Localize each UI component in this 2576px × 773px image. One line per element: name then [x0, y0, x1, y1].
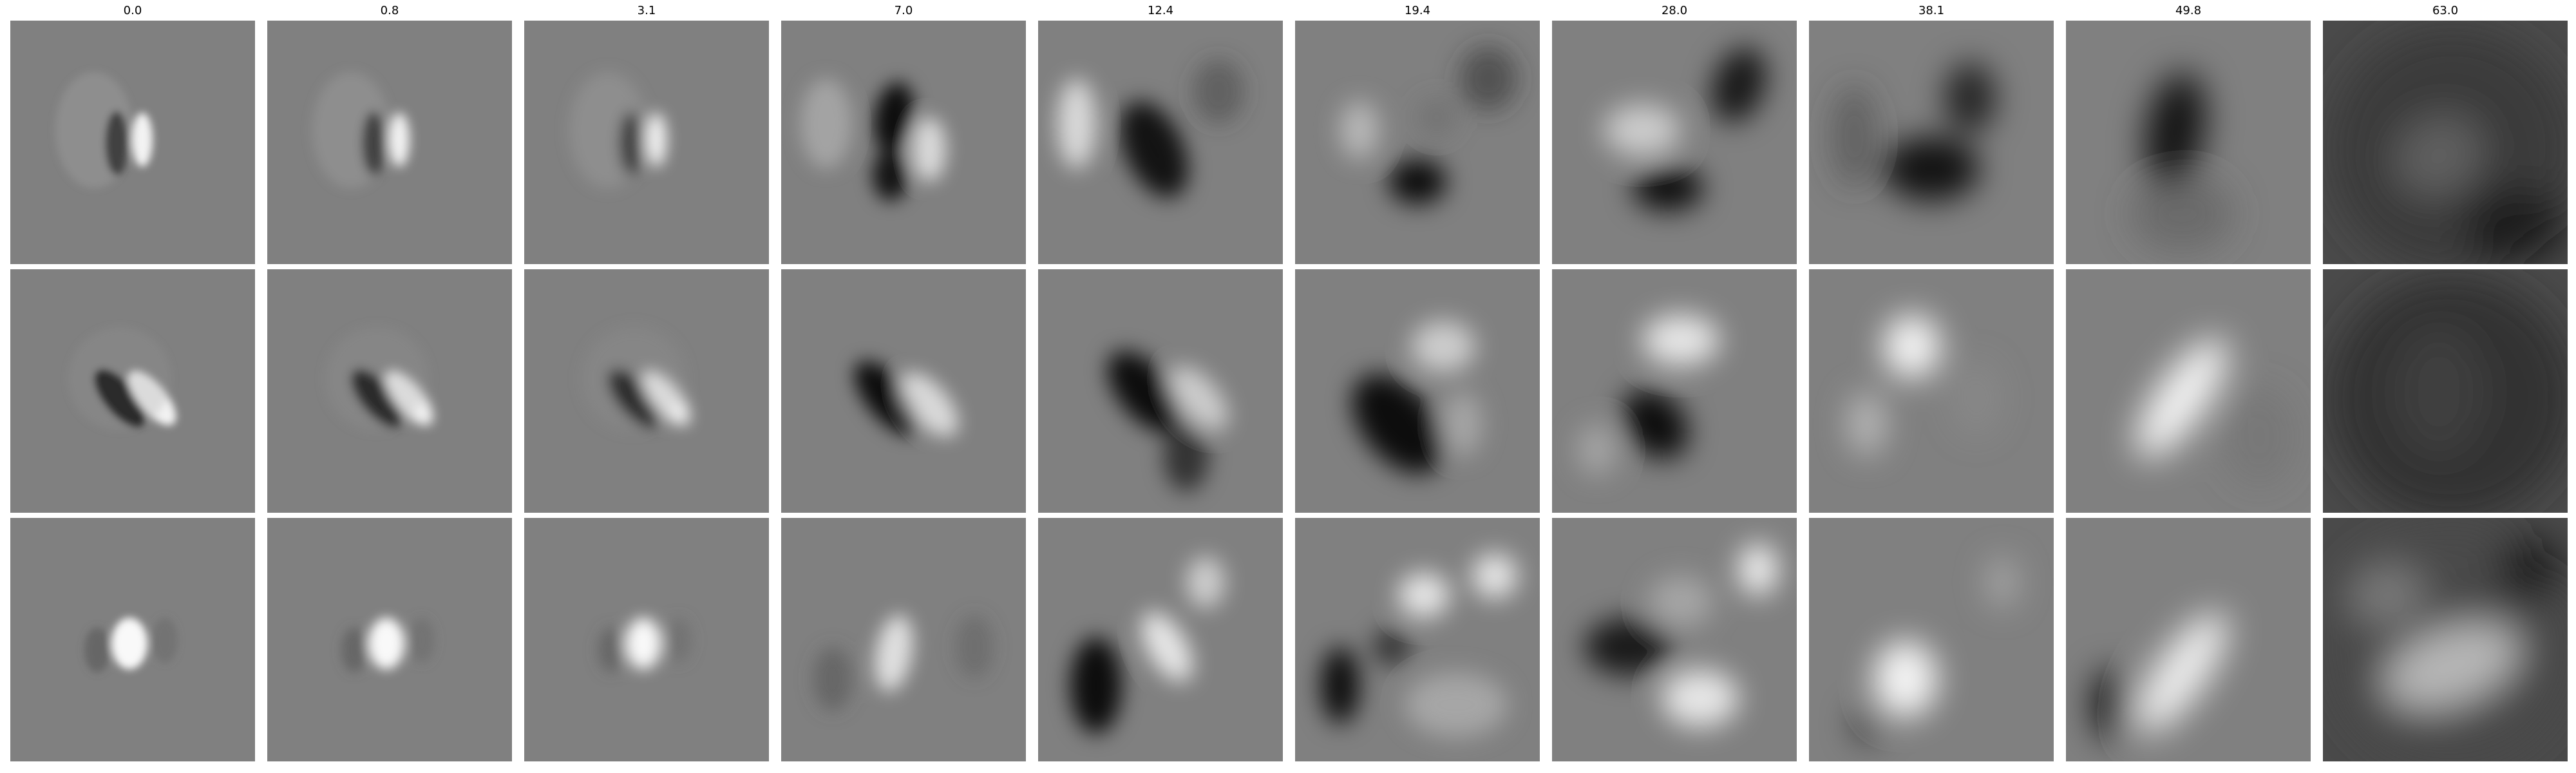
filter-image — [1552, 518, 1797, 761]
column-title: 38.1 — [1918, 4, 1945, 17]
filter-tile — [1038, 518, 1283, 761]
filter-image — [2323, 21, 2568, 264]
filter-image — [1809, 21, 2054, 264]
filter-image — [2066, 518, 2311, 761]
filter-tile — [524, 21, 769, 264]
filter-tile — [267, 21, 512, 264]
filter-image — [1295, 269, 1540, 513]
filter-tile — [2323, 21, 2568, 264]
filter-tile — [1295, 21, 1540, 264]
filter-image — [1552, 21, 1797, 264]
filter-tile — [267, 269, 512, 513]
filter-image — [1809, 518, 2054, 761]
filter-image — [10, 21, 255, 264]
filter-tile — [781, 269, 1026, 513]
filter-image — [781, 21, 1026, 264]
filter-image — [10, 269, 255, 513]
filter-tile — [10, 518, 255, 761]
column-title: 19.4 — [1404, 4, 1431, 17]
filter-image — [1295, 518, 1540, 761]
filter-tile — [781, 21, 1026, 264]
filter-tile — [781, 518, 1026, 761]
filter-tile — [10, 21, 255, 264]
filter-tile — [1038, 269, 1283, 513]
filter-tile — [524, 518, 769, 761]
filter-image — [267, 518, 512, 761]
filter-image — [1295, 21, 1540, 264]
column-title: 63.0 — [2432, 4, 2459, 17]
filter-image — [267, 269, 512, 513]
filter-tile — [267, 518, 512, 761]
filter-image — [1552, 269, 1797, 513]
filter-tile — [2066, 21, 2311, 264]
filter-image — [2066, 269, 2311, 513]
filter-image — [1038, 21, 1283, 264]
column-title: 0.8 — [380, 4, 399, 17]
filter-tile — [1295, 269, 1540, 513]
filter-image — [781, 269, 1026, 513]
filter-tile — [1552, 269, 1797, 513]
column-title: 3.1 — [637, 4, 656, 17]
filter-tile — [1552, 21, 1797, 264]
filter-image — [1038, 518, 1283, 761]
filter-tile — [1809, 21, 2054, 264]
filter-image — [2066, 21, 2311, 264]
column-title: 12.4 — [1147, 4, 1174, 17]
filter-tile — [1038, 21, 1283, 264]
filter-tile — [1809, 518, 2054, 761]
column-title: 7.0 — [894, 4, 913, 17]
column-title: 0.0 — [123, 4, 142, 17]
filter-image — [267, 21, 512, 264]
column-title: 28.0 — [1661, 4, 1688, 17]
filter-image — [2323, 518, 2568, 761]
filter-tile — [2323, 518, 2568, 761]
filter-tile — [10, 269, 255, 513]
filter-image — [524, 21, 769, 264]
filter-image — [524, 269, 769, 513]
filter-image — [524, 518, 769, 761]
filter-tile — [1809, 269, 2054, 513]
column-title: 49.8 — [2175, 4, 2202, 17]
filter-tile — [524, 269, 769, 513]
filter-image — [10, 518, 255, 761]
filter-image — [1809, 269, 2054, 513]
filter-tile — [2323, 269, 2568, 513]
filter-tile — [2066, 518, 2311, 761]
filter-tile — [1295, 518, 1540, 761]
filter-image — [1038, 269, 1283, 513]
filter-image — [2323, 269, 2568, 513]
filter-image — [781, 518, 1026, 761]
filter-tile — [1552, 518, 1797, 761]
filter-tile — [2066, 269, 2311, 513]
